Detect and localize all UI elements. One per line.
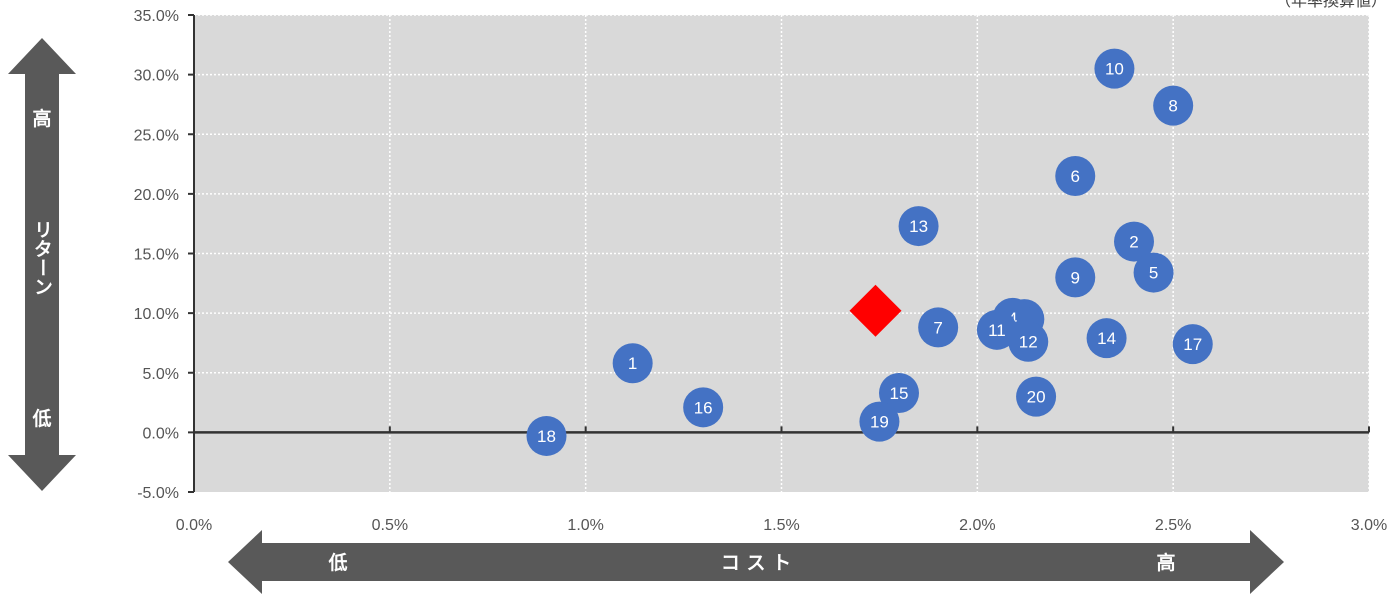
data-point-8: 8	[1153, 85, 1194, 126]
y-tick-label: 25.0%	[134, 127, 179, 144]
data-point-marker	[879, 373, 919, 414]
data-point-label: 6	[1071, 167, 1080, 186]
data-point-label: 19	[870, 413, 889, 432]
data-point-label: 20	[1027, 388, 1046, 407]
y-arrow-label: リターン	[31, 220, 53, 296]
x-arrow-shape	[228, 530, 1284, 594]
data-point-11: 11	[976, 309, 1017, 350]
data-point-12: 12	[1008, 321, 1049, 362]
data-point-label: 9	[1071, 268, 1080, 287]
data-point-18: 18	[526, 415, 567, 456]
highlight-diamond	[849, 284, 902, 337]
data-point-label: 12	[1019, 333, 1038, 352]
data-point-10: 10	[1094, 48, 1135, 89]
data-point-marker	[1114, 221, 1154, 262]
data-point-marker	[1055, 155, 1096, 196]
x-tick-label: 2.0%	[959, 517, 995, 534]
data-point-marker	[859, 401, 900, 442]
data-point-marker	[1172, 324, 1213, 365]
data-point-label: 11	[988, 321, 1006, 340]
y-tick-label: 0.0%	[143, 425, 179, 442]
grid-lines	[194, 14, 1370, 492]
y-arrow-high: 高	[32, 107, 51, 130]
data-point-marker	[1055, 257, 1096, 298]
x-tick-label: 0.5%	[372, 517, 408, 534]
x-tick-label: 0.0%	[176, 517, 212, 534]
data-point-marker	[1016, 376, 1057, 417]
y-tick-label: 15.0%	[134, 247, 179, 264]
data-point-marker	[1133, 252, 1174, 293]
annualized-note: （年率換算値）	[1275, 0, 1387, 10]
axes	[188, 14, 1370, 493]
x-tick-labels: 0.0% 0.5% 1.0% 1.5% 2.0% 2.5% 3.0%	[176, 517, 1387, 534]
data-point-6: 6	[1055, 155, 1096, 196]
data-point-14: 14	[1086, 318, 1127, 359]
y-tick-label: 10.0%	[134, 306, 179, 323]
data-point-marker	[526, 415, 567, 456]
x-arrow-high: 高	[1156, 551, 1175, 574]
data-point-marker	[1086, 318, 1127, 359]
data-point-marker	[1008, 321, 1049, 362]
y-tick-label: -5.0%	[137, 485, 179, 502]
data-point-marker	[612, 343, 653, 384]
data-point-marker	[976, 309, 1017, 350]
x-tick-label: 1.5%	[763, 517, 799, 534]
data-point-marker	[1153, 85, 1194, 126]
x-arrow-low: 低	[327, 551, 347, 574]
data-point-label: 7	[933, 318, 942, 337]
data-point-label: 16	[694, 398, 713, 417]
data-point-label: 5	[1149, 264, 1158, 283]
data-point-label: 8	[1168, 97, 1177, 116]
data-point-marker	[683, 387, 724, 428]
data-point-5: 5	[1133, 252, 1174, 293]
y-tick-label: 20.0%	[134, 187, 179, 204]
data-point-label: 17	[1183, 335, 1202, 354]
x-tick-label: 1.0%	[567, 517, 603, 534]
y-tick-label: 30.0%	[134, 68, 179, 85]
data-points: 1234567891011121314151617181920	[526, 48, 1213, 456]
data-point-13: 13	[898, 206, 939, 247]
y-tick-labels: -5.0% 0.0% 5.0% 10.0% 15.0% 20.0% 25.0% 30.0% 35…	[134, 8, 179, 502]
data-point-9: 9	[1055, 257, 1096, 298]
y-arrow-low: 低	[31, 407, 51, 430]
x-tick-label: 2.5%	[1155, 517, 1191, 534]
data-point-label: 10	[1105, 60, 1124, 79]
data-point-1: 1	[612, 343, 653, 384]
data-point-16: 16	[683, 387, 724, 428]
x-arrow-label: コ ス ト	[721, 552, 791, 574]
data-point-label: 1	[628, 354, 637, 373]
data-point-17: 17	[1172, 324, 1213, 365]
data-point-marker	[898, 206, 939, 247]
data-point-15: 15	[879, 373, 919, 414]
data-point-label: 2	[1129, 233, 1138, 252]
y-arrow: 高 リターン 低	[8, 38, 76, 491]
data-point-20: 20	[1016, 376, 1057, 417]
data-point-7: 7	[918, 307, 959, 348]
data-point-marker	[918, 307, 959, 348]
data-point-label: 14	[1097, 329, 1116, 348]
data-point-label: 18	[537, 427, 556, 446]
x-tick-label: 3.0%	[1351, 517, 1387, 534]
data-point-label: 13	[909, 217, 928, 236]
y-tick-label: 35.0%	[134, 8, 179, 25]
y-tick-label: 5.0%	[143, 366, 179, 383]
data-point-19: 19	[859, 401, 900, 442]
x-arrow: 低 コ ス ト 高	[228, 530, 1284, 594]
data-point-label: 15	[890, 384, 909, 403]
data-point-2: 2	[1114, 221, 1154, 262]
y-arrow-shape	[8, 38, 76, 491]
highlight-marker	[849, 284, 902, 337]
data-point-marker	[1094, 48, 1135, 89]
